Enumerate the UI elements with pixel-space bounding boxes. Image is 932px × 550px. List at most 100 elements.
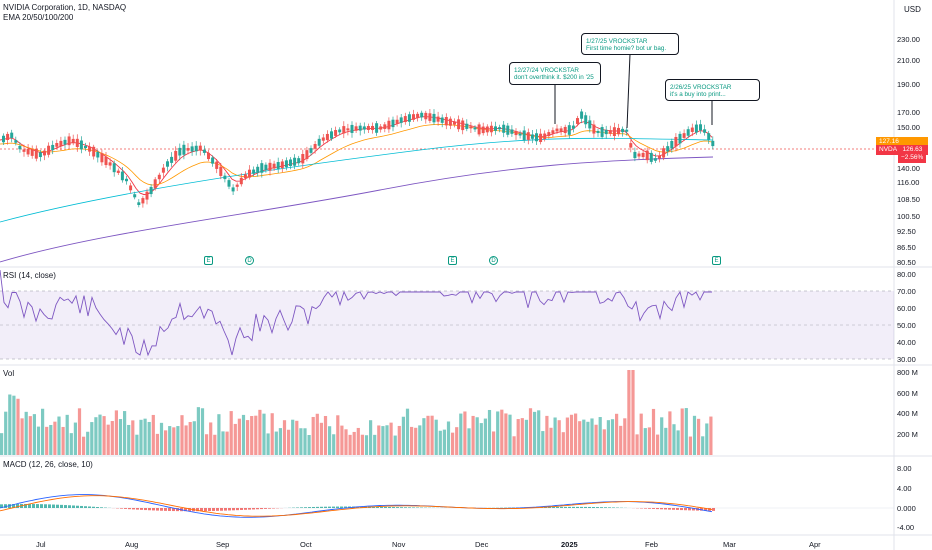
candle-body	[88, 146, 92, 152]
volume-bar	[49, 424, 53, 455]
macd-histogram-bar	[652, 508, 655, 509]
candle-body	[625, 129, 629, 132]
macd-histogram-bar	[216, 508, 219, 511]
volume-bar	[463, 411, 467, 455]
macd-histogram-bar	[36, 504, 39, 508]
dividend-icon[interactable]: D	[489, 256, 498, 265]
candle-body	[108, 162, 112, 166]
candle-body	[645, 150, 649, 161]
macd-histogram-bar	[412, 507, 415, 508]
volume-bar	[684, 408, 688, 455]
candle-body	[309, 148, 313, 153]
dividend-icon[interactable]: D	[245, 256, 254, 265]
candle-body	[617, 127, 620, 135]
macd-label[interactable]: MACD (12, 26, close, 10)	[3, 460, 93, 469]
idea-note-3[interactable]: 2/26/25 VROCKSTAR it's a buy into print.…	[665, 79, 760, 101]
volume-bar	[524, 419, 528, 455]
candle-body	[120, 171, 124, 181]
macd-histogram-bar	[256, 508, 259, 510]
candle-body	[125, 178, 128, 182]
candle-body	[461, 120, 465, 131]
candle-body	[79, 140, 83, 150]
candle-body	[580, 111, 584, 119]
idea-note-1[interactable]: 12/27/24 VROCKSTAR don't overthink it. $…	[509, 62, 601, 85]
rsi-label[interactable]: RSI (14, close)	[3, 271, 56, 280]
volume-bar	[369, 420, 373, 455]
macd-histogram-bar	[372, 506, 375, 508]
candle-body	[227, 180, 231, 187]
candle-body	[481, 126, 485, 134]
volume-bar	[24, 411, 28, 455]
candle-body	[166, 161, 169, 167]
ema-indicator-label[interactable]: EMA 20/50/100/200	[3, 13, 74, 22]
candle-body	[690, 127, 694, 132]
volume-bar	[442, 429, 446, 455]
volume-bar	[147, 421, 151, 455]
candle-body	[346, 128, 350, 131]
macd-histogram-bar	[568, 506, 571, 508]
volume-bar	[475, 417, 479, 455]
volume-tick: 800 M	[897, 368, 918, 377]
macd-histogram-bar	[248, 508, 251, 510]
candle-body	[662, 148, 666, 158]
macd-histogram-bar	[592, 507, 595, 508]
currency-label[interactable]: USD	[904, 5, 921, 14]
macd-histogram-bar	[40, 504, 43, 508]
time-tick: Jul	[36, 540, 46, 549]
macd-histogram-bar	[608, 507, 611, 508]
macd-histogram-bar	[572, 506, 575, 508]
volume-bar	[352, 431, 356, 455]
ema100-line	[0, 137, 714, 223]
volume-label[interactable]: Vol	[3, 369, 15, 378]
volume-bar	[45, 426, 49, 455]
macd-histogram-bar	[128, 508, 131, 510]
macd-histogram-bar	[596, 507, 599, 508]
volume-bar	[73, 422, 77, 455]
macd-histogram-bar	[304, 507, 307, 508]
volume-bar	[467, 428, 471, 455]
earnings-icon[interactable]: E	[712, 256, 721, 265]
candle-body	[375, 123, 379, 133]
volume-bar	[381, 426, 385, 455]
volume-bar	[623, 418, 627, 455]
candle-body	[600, 127, 604, 137]
macd-histogram-bar	[132, 508, 135, 510]
volume-bar	[196, 407, 200, 455]
macd-histogram-bar	[152, 508, 155, 511]
candle-body	[174, 150, 178, 161]
candle-body	[289, 159, 292, 167]
macd-histogram-bar	[560, 506, 563, 508]
volume-bar	[159, 422, 164, 455]
macd-histogram-bar	[712, 508, 715, 511]
earnings-icon[interactable]: E	[204, 256, 213, 265]
candles	[2, 108, 715, 208]
note-text: don't overthink it. $200 in '25	[514, 74, 594, 82]
macd-histogram-bar	[16, 504, 19, 508]
candle-body	[678, 133, 682, 144]
volume-bar	[504, 413, 508, 455]
candle-body	[469, 126, 473, 129]
volume-bar	[586, 421, 590, 455]
macd-histogram-bar	[56, 504, 59, 508]
volume-bar	[110, 421, 114, 455]
candle-body	[477, 124, 481, 135]
macd-histogram-bar	[396, 507, 399, 508]
candle-body	[223, 175, 227, 180]
macd-histogram-bar	[264, 508, 267, 509]
volume-bar	[0, 433, 4, 455]
volume-bar	[225, 431, 229, 455]
macd-histogram-bar	[312, 506, 315, 508]
candle-body	[248, 169, 251, 178]
rsi-tick: 30.00	[897, 355, 916, 364]
idea-note-2[interactable]: 1/27/25 VROCKSTAR First time homie? bot …	[581, 33, 679, 55]
earnings-icon[interactable]: E	[448, 256, 457, 265]
volume-bar	[233, 423, 237, 455]
candle-body	[231, 187, 235, 192]
price-tick: 170.00	[897, 108, 920, 117]
candle-body	[10, 132, 14, 138]
candle-body	[576, 118, 579, 124]
volume-bar	[118, 419, 123, 455]
candle-body	[211, 157, 215, 164]
volume-bar	[615, 413, 619, 455]
